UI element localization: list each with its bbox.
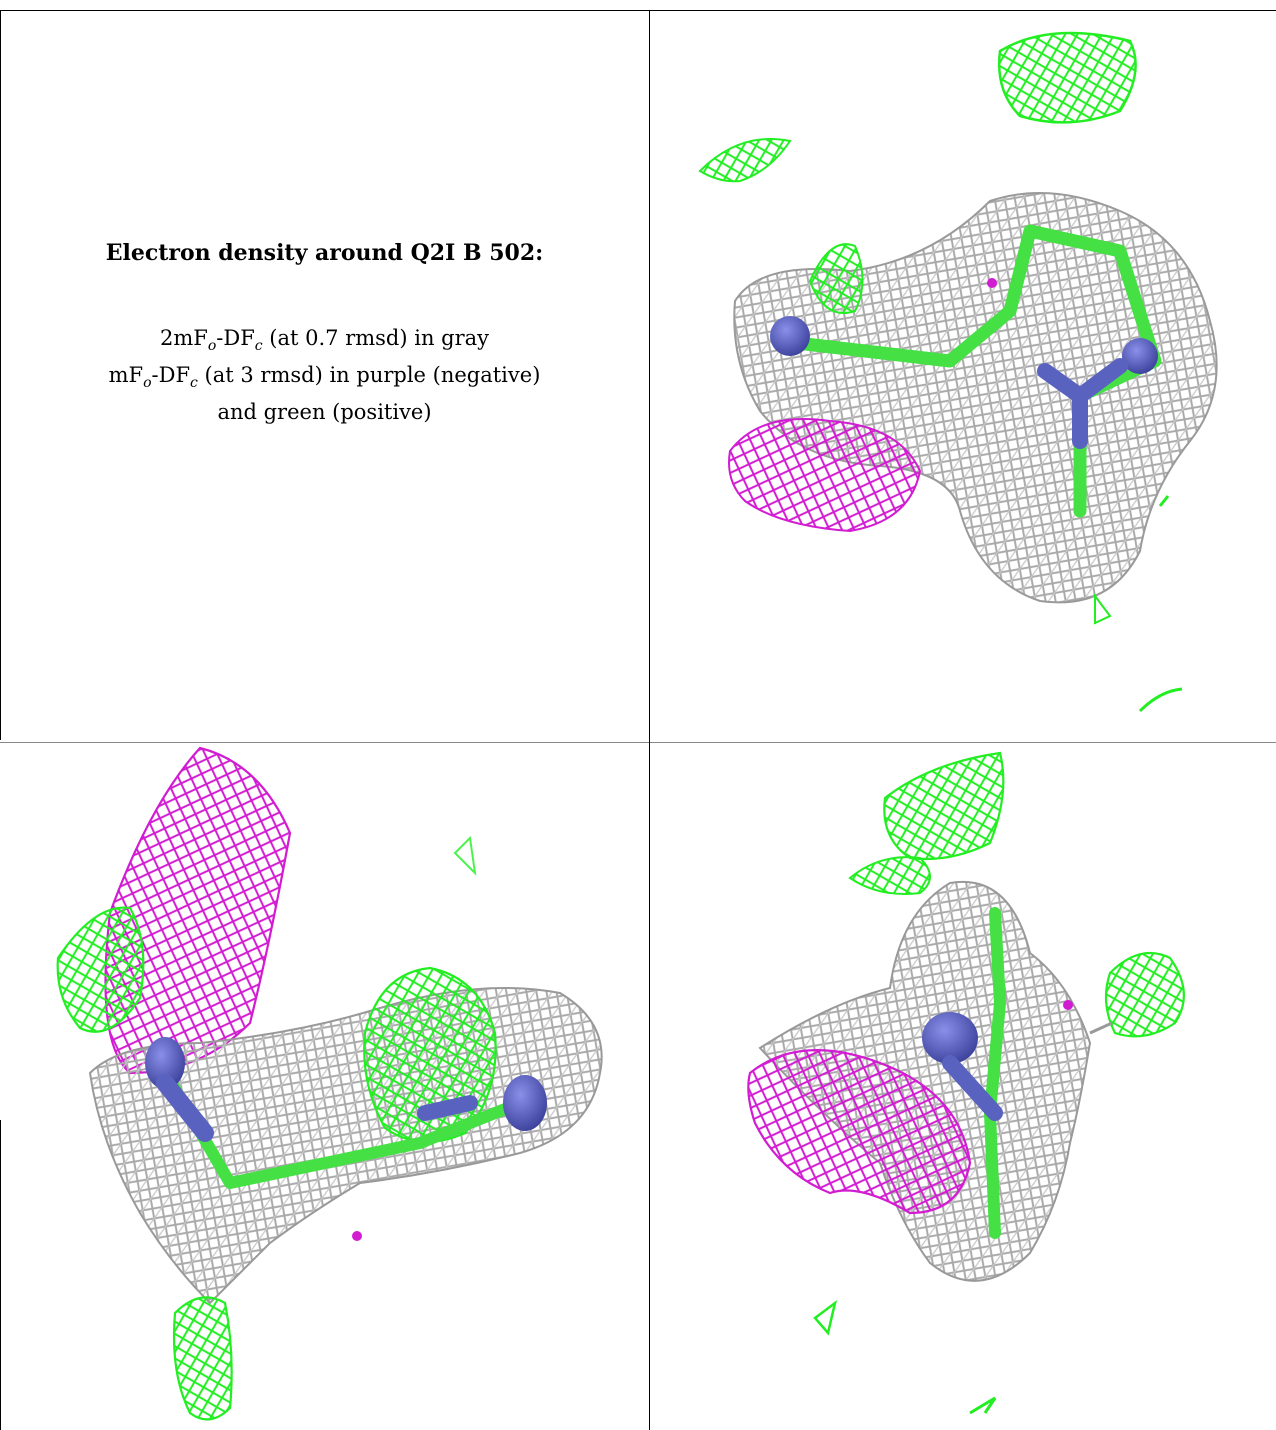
grid-top-border xyxy=(0,10,1276,11)
grid-left-border-bottom xyxy=(0,1120,1,1430)
legend-line-difference: mFo-DFc (at 3 rmsd) in purple (negative) xyxy=(108,363,541,392)
density-view-bottom-left xyxy=(0,743,649,1430)
density-view-top-right xyxy=(650,11,1276,741)
density-mesh-bottom-right xyxy=(747,751,1185,1415)
caption-title: Electron density around Q2I B 502: xyxy=(105,240,544,266)
legend-line-positive: and green (positive) xyxy=(217,400,432,425)
legend-line-gray: 2mFo-DFc (at 0.7 rmsd) in gray xyxy=(159,326,490,355)
grid-left-border-top xyxy=(0,10,1,740)
density-mesh-bottom-left xyxy=(56,746,603,1421)
density-view-bottom-right xyxy=(650,743,1276,1430)
caption-cell: Electron density around Q2I B 502: 2mFo-… xyxy=(0,240,649,427)
density-mesh-top-right xyxy=(698,31,1218,713)
grid-middle-divider xyxy=(0,742,1276,743)
caption-legend: 2mFo-DFc (at 0.7 rmsd) in gray mFo-DFc (… xyxy=(0,324,649,427)
grid-center-divider xyxy=(649,10,650,1430)
